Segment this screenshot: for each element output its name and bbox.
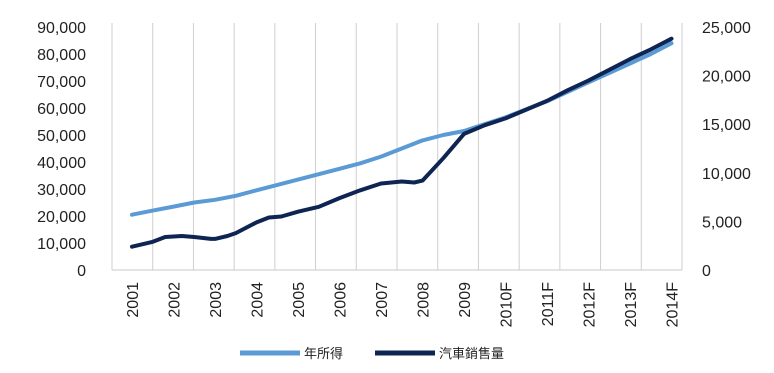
- x-tick-label-2010f: 2010F: [499, 282, 516, 328]
- x-tick-label-2003: 2003: [208, 282, 225, 318]
- x-tick-label-2014f: 2014F: [665, 282, 682, 328]
- legend-item-car-sales: 汽車銷售量: [375, 346, 504, 362]
- x-tick-label-2001: 2001: [125, 282, 142, 318]
- left-tick-label-10000: 10,000: [37, 236, 86, 253]
- left-tick-label-0: 0: [77, 263, 86, 280]
- x-axis: 2001 2002 2003 2004 2005 2006 2007 2008 2009 2010…: [125, 282, 682, 328]
- left-tick-label-50000: 50,000: [37, 128, 86, 145]
- right-axis: 0 5,000 10,000 15,000 20,000 25,000: [702, 20, 751, 280]
- series-layer: [130, 36, 674, 249]
- x-tick-label-2004: 2004: [250, 282, 267, 318]
- x-tick-label-2002: 2002: [167, 282, 184, 318]
- x-tick-label-2008: 2008: [416, 282, 433, 318]
- x-tick-label-2006: 2006: [333, 282, 350, 318]
- right-tick-label-15000: 15,000: [702, 117, 751, 134]
- left-tick-label-80000: 80,000: [37, 47, 86, 64]
- x-tick-label-2013f: 2013F: [623, 282, 640, 328]
- legend: 年所得 汽車銷售量: [240, 346, 504, 362]
- legend-item-income: 年所得: [240, 346, 343, 362]
- right-tick-label-5000: 5,000: [702, 214, 742, 231]
- vertical-gridlines: [111, 23, 683, 270]
- x-tick-label-2005: 2005: [291, 282, 308, 318]
- left-axis: 0 10,000 20,000 30,000 40,000 50,000 60,000 70,…: [37, 20, 86, 280]
- left-tick-label-60000: 60,000: [37, 101, 86, 118]
- left-tick-label-30000: 30,000: [37, 182, 86, 199]
- left-tick-label-70000: 70,000: [37, 74, 86, 91]
- left-tick-label-20000: 20,000: [37, 209, 86, 226]
- series-line-car-sales: [130, 36, 674, 249]
- x-tick-label-2007: 2007: [374, 282, 391, 318]
- right-tick-label-20000: 20,000: [702, 69, 751, 86]
- x-tick-label-2012f: 2012F: [582, 282, 599, 328]
- legend-label-car-sales: 汽車銷售量: [439, 346, 504, 362]
- right-tick-label-25000: 25,000: [702, 20, 751, 37]
- left-tick-label-40000: 40,000: [37, 155, 86, 172]
- left-tick-label-90000: 90,000: [37, 20, 86, 37]
- legend-label-income: 年所得: [304, 346, 343, 362]
- x-tick-label-2011f: 2011F: [540, 282, 557, 326]
- x-tick-label-2009: 2009: [457, 282, 474, 318]
- right-tick-label-0: 0: [702, 263, 711, 280]
- right-tick-label-10000: 10,000: [702, 166, 751, 183]
